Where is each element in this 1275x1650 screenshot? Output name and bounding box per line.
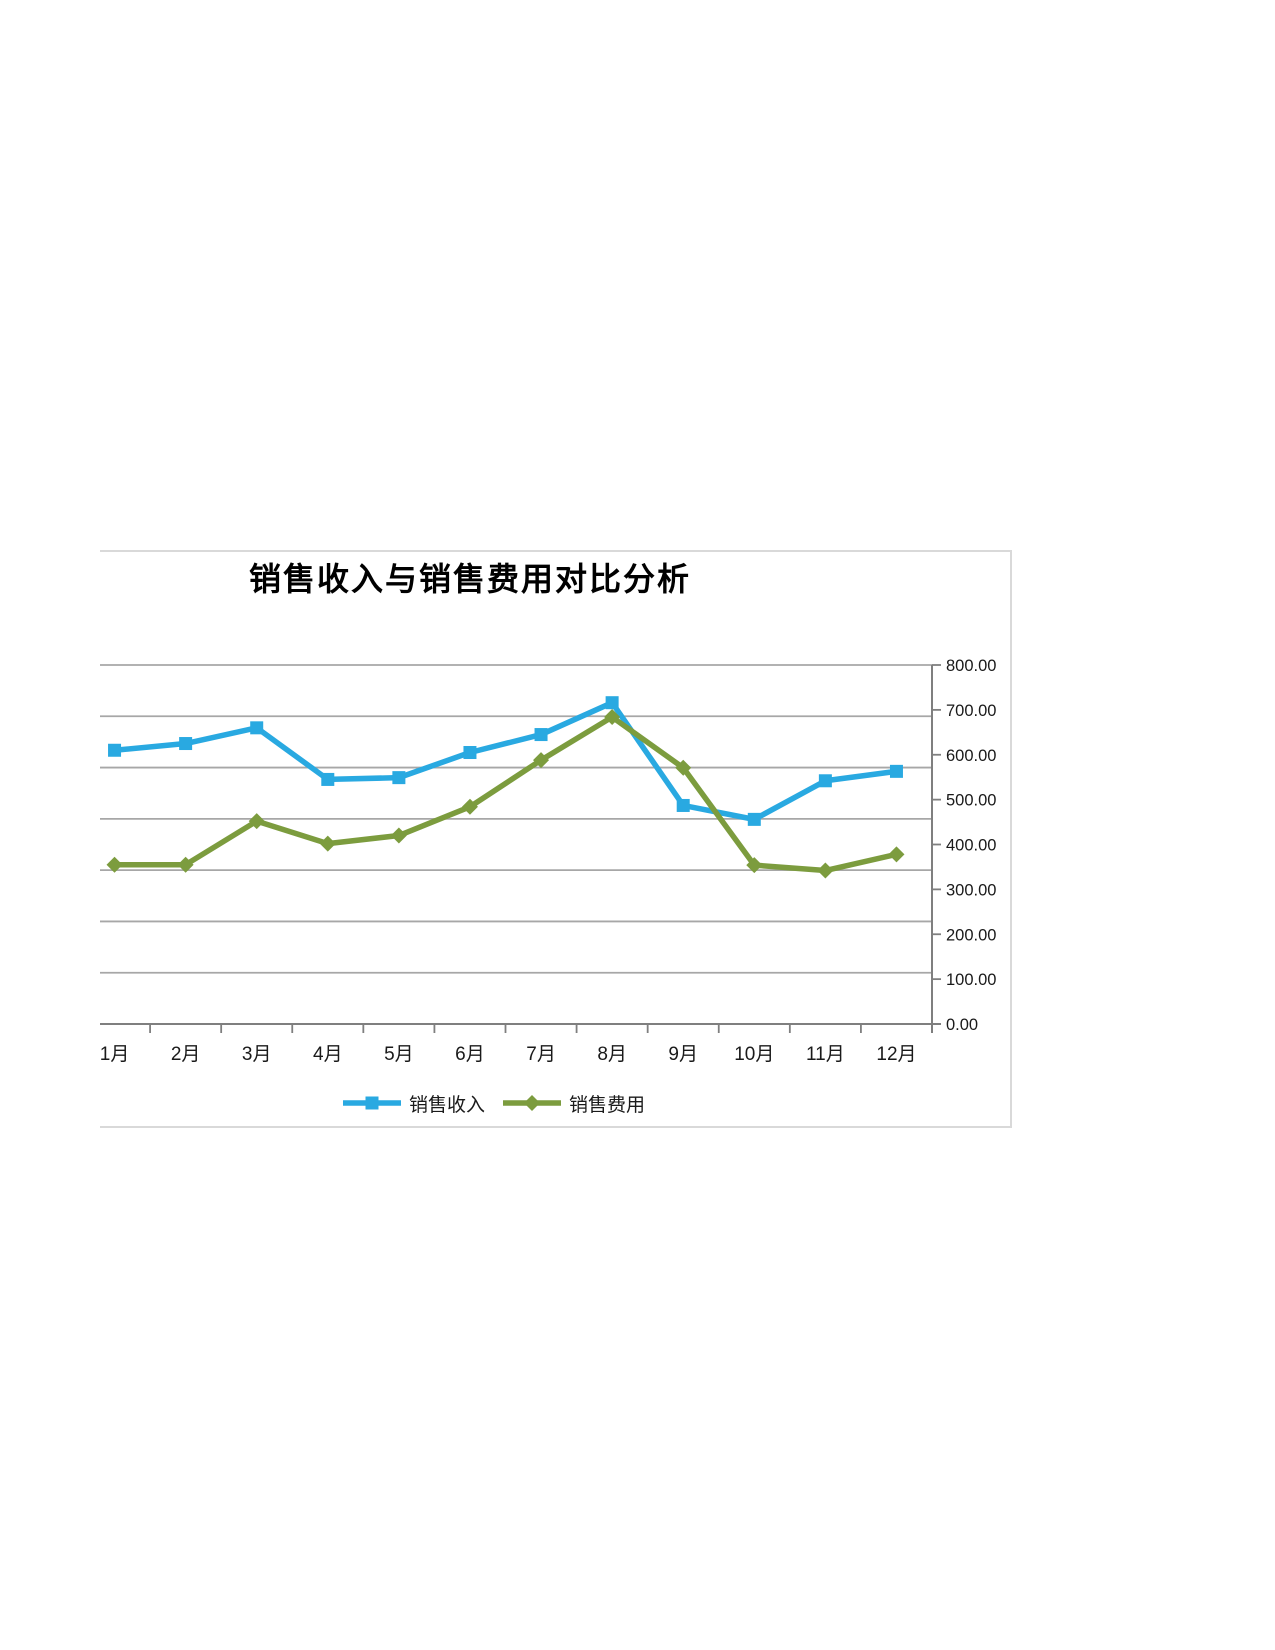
- embedded-chart[interactable]: 销售收入与销售费用对比分析 0.00 100.00 200.00 300.00 400.…: [100, 550, 1012, 1128]
- y-axis-tick-label: 600.00: [946, 747, 996, 765]
- y-axis-tick-label: 700.00: [946, 702, 996, 720]
- y-axis-tick-label: 200.00: [946, 926, 996, 944]
- data-point-marker[interactable]: [604, 709, 621, 726]
- x-axis-label: 5月: [384, 1044, 414, 1065]
- data-point-marker[interactable]: [889, 764, 903, 778]
- data-point-marker[interactable]: [533, 752, 550, 769]
- legend-item-revenue[interactable]: 销售收入: [342, 1090, 485, 1117]
- data-point-marker[interactable]: [108, 743, 122, 757]
- y-axis-tick-label: 0.00: [946, 1016, 978, 1034]
- plot-area: 0.00 100.00 200.00 300.00 400.00 500.00 600.00…: [100, 657, 996, 1065]
- y-axis-tick-label: 500.00: [946, 792, 996, 810]
- x-axis-label: 8月: [597, 1044, 627, 1065]
- x-axis-label: 4月: [313, 1044, 343, 1065]
- data-point-marker[interactable]: [179, 737, 193, 751]
- x-axis-label: 12月: [876, 1044, 916, 1065]
- data-point-marker[interactable]: [392, 771, 406, 785]
- legend-label-revenue: 销售收入: [408, 1094, 485, 1116]
- x-axis-label: 1月: [100, 1044, 129, 1065]
- chart-legend: 销售收入 销售费用: [100, 1090, 888, 1116]
- series-line-revenue[interactable]: [111, 699, 900, 823]
- legend-marker-expense-icon: [503, 1094, 561, 1112]
- x-axis-label: 2月: [171, 1044, 201, 1065]
- legend-item-expense[interactable]: 销售费用: [503, 1090, 645, 1117]
- data-point-marker[interactable]: [248, 813, 265, 830]
- x-axis-label: 11月: [806, 1044, 845, 1065]
- y-axis-tick-label: 100.00: [946, 971, 996, 989]
- x-axis-label: 7月: [526, 1044, 556, 1065]
- data-point-marker[interactable]: [106, 856, 123, 873]
- data-point-marker[interactable]: [319, 835, 336, 852]
- data-point-marker[interactable]: [534, 728, 548, 742]
- chart-title: 销售收入与销售费用对比分析: [248, 561, 691, 597]
- data-point-marker[interactable]: [817, 862, 834, 879]
- data-point-marker[interactable]: [390, 827, 407, 844]
- x-axis-label: 10月: [734, 1044, 774, 1065]
- data-point-marker[interactable]: [676, 798, 690, 812]
- y-axis-tick-label: 300.00: [946, 881, 996, 899]
- legend-marker-revenue-icon: [342, 1094, 401, 1112]
- legend-label-expense: 销售费用: [569, 1094, 646, 1116]
- data-point-marker[interactable]: [818, 774, 832, 788]
- data-point-marker[interactable]: [463, 746, 477, 760]
- y-axis-tick-label: 400.00: [946, 837, 996, 855]
- data-point-marker[interactable]: [675, 759, 692, 776]
- data-point-marker[interactable]: [321, 772, 335, 786]
- legend-line-sample: [503, 1095, 561, 1111]
- x-axis-label: 3月: [242, 1044, 272, 1065]
- data-point-marker[interactable]: [461, 798, 478, 815]
- data-point-marker[interactable]: [605, 696, 619, 710]
- y-axis-tick-label: 800.00: [946, 657, 996, 675]
- data-point-marker[interactable]: [746, 857, 763, 874]
- data-point-marker[interactable]: [250, 721, 264, 735]
- x-axis-label: 6月: [455, 1044, 485, 1065]
- series-line-expense[interactable]: [111, 714, 900, 874]
- x-axis-label: 9月: [668, 1044, 698, 1065]
- data-point-marker[interactable]: [888, 846, 905, 863]
- data-point-marker[interactable]: [177, 856, 194, 873]
- data-point-marker[interactable]: [747, 812, 761, 826]
- legend-line-sample: [342, 1096, 401, 1110]
